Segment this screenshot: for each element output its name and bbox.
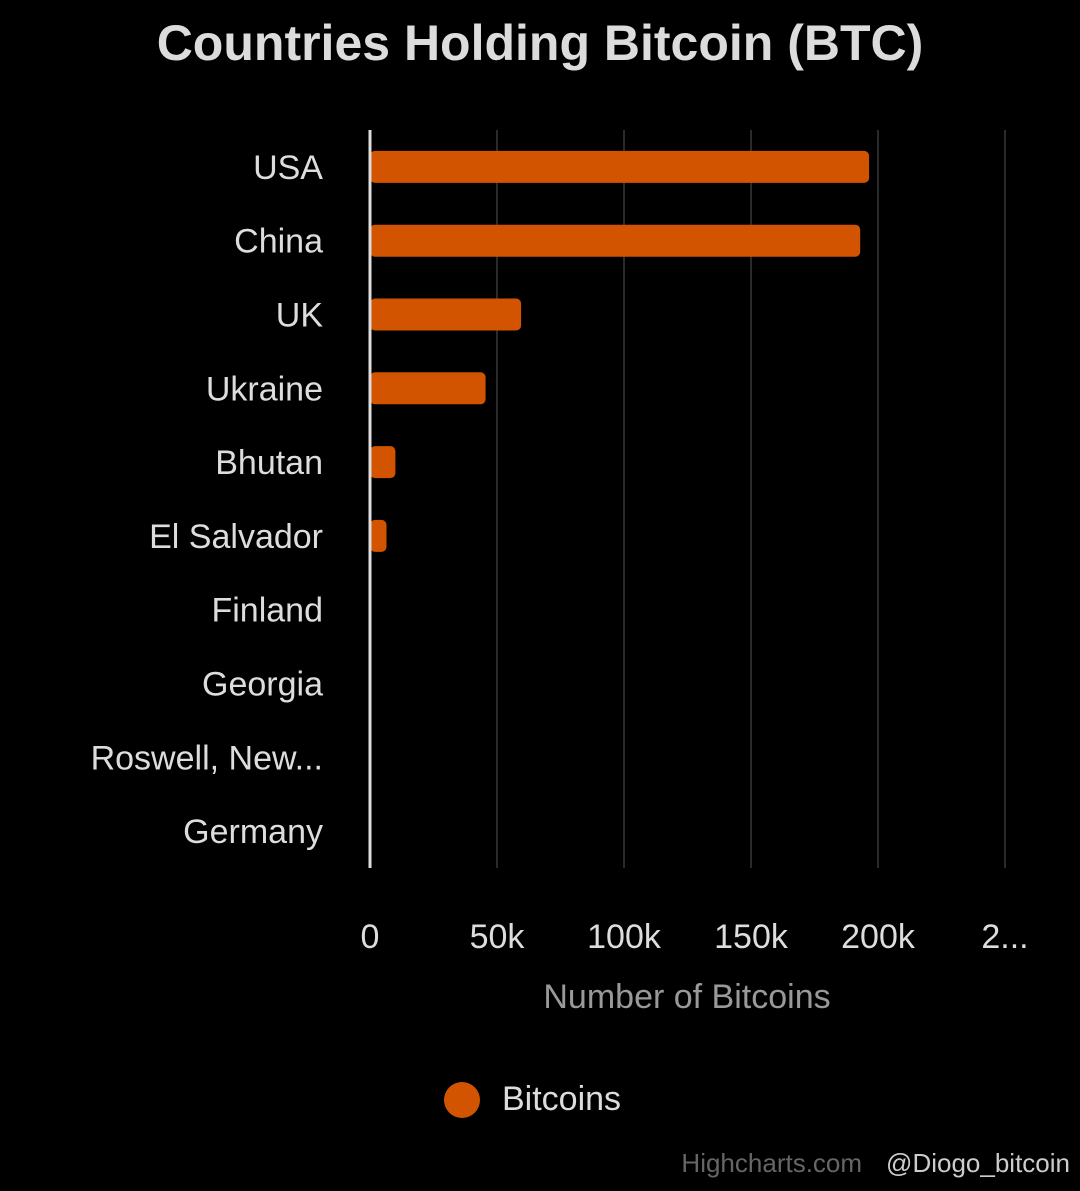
y-category-label: USA xyxy=(253,149,323,187)
legend-label: Bitcoins xyxy=(502,1080,622,1118)
highcharts-credit[interactable]: Highcharts.com xyxy=(681,1148,863,1178)
bar[interactable] xyxy=(370,372,486,405)
footer: Highcharts.com @Diogo_bitcoin xyxy=(681,1148,1070,1179)
y-category-label: El Salvador xyxy=(149,518,323,556)
x-tick-label: 200k xyxy=(841,918,916,956)
y-category-label: Georgia xyxy=(202,666,323,704)
y-category-label: Germany xyxy=(183,813,323,851)
bar[interactable] xyxy=(370,150,870,183)
x-tick-label: 50k xyxy=(470,918,526,956)
legend-item-bitcoins[interactable]: Bitcoins xyxy=(444,1080,621,1119)
x-tick-label: 2... xyxy=(981,918,1028,956)
y-category-label: Bhutan xyxy=(215,444,323,482)
bar[interactable] xyxy=(370,446,396,479)
bar[interactable] xyxy=(370,519,387,552)
watermark: @Diogo_bitcoin xyxy=(886,1148,1070,1178)
chart-title: Countries Holding Bitcoin (BTC) xyxy=(156,15,924,71)
y-category-label: UK xyxy=(276,297,324,335)
x-tick-label: 150k xyxy=(714,918,789,956)
y-category-label: Finland xyxy=(211,592,323,630)
y-category-label: Roswell, New... xyxy=(91,739,323,777)
x-axis-title: Number of Bitcoins xyxy=(543,978,830,1016)
x-tick-label: 100k xyxy=(587,918,662,956)
bar[interactable] xyxy=(370,298,522,331)
x-tick-label: 0 xyxy=(361,918,380,956)
legend-marker xyxy=(444,1081,480,1118)
y-category-label: China xyxy=(234,223,323,261)
y-category-label: Ukraine xyxy=(206,370,323,408)
bar[interactable] xyxy=(370,224,861,257)
